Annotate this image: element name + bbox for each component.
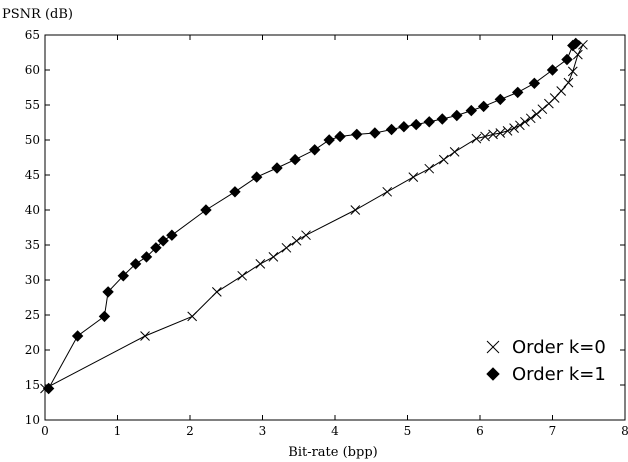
order-k0-point <box>268 252 279 262</box>
order-k1-point <box>117 270 130 282</box>
order-k0-point <box>509 123 519 133</box>
order-k1-point <box>451 109 463 122</box>
order-k0-point <box>255 259 266 269</box>
order-k0-point <box>531 109 542 119</box>
order-k0-point <box>495 128 506 138</box>
x-tick-label: 7 <box>549 424 557 438</box>
y-tick-label: 45 <box>25 168 40 182</box>
y-tick-label: 20 <box>25 343 40 357</box>
order-k1-point <box>42 382 55 395</box>
order-k0-point <box>350 205 361 215</box>
order-k0-point <box>520 116 530 127</box>
order-k1-point <box>229 186 241 198</box>
order-k1-point <box>546 64 559 76</box>
order-k0-point <box>480 131 490 142</box>
order-k1-point <box>511 86 524 99</box>
order-k0-point <box>140 331 150 341</box>
order-k1-point <box>200 204 212 216</box>
order-k1-point <box>369 127 381 139</box>
legend-marker-order-k0 <box>486 340 500 354</box>
order-k0-point <box>237 270 248 281</box>
legend-label-order-k0: Order k=0 <box>512 337 606 358</box>
order-k0-point <box>187 311 198 322</box>
order-k1-point <box>98 310 111 323</box>
order-k1-point <box>465 104 478 117</box>
order-k1-point <box>140 251 153 263</box>
order-k0-point <box>291 235 302 246</box>
order-k1-point <box>385 123 398 136</box>
order-k1-point <box>423 116 435 128</box>
x-axis-title: Bit-rate (bpp) <box>288 445 377 460</box>
legend-marker-order-k1 <box>486 367 500 381</box>
order-k1-point <box>477 100 490 113</box>
order-k0-point <box>408 172 419 182</box>
order-k1-point <box>351 128 363 141</box>
order-k0-point <box>424 163 435 174</box>
order-k1-point <box>494 93 507 106</box>
order-k1-point <box>569 37 582 50</box>
x-tick-label: 8 <box>621 424 628 438</box>
order-k1-point <box>250 171 263 183</box>
x-tick-label: 5 <box>404 424 412 438</box>
order-k1-point <box>308 144 321 156</box>
order-k0-point <box>537 104 548 115</box>
order-k1-point <box>289 153 301 166</box>
order-k1-point <box>528 77 541 90</box>
order-k0-point <box>525 113 536 124</box>
y-tick-label: 60 <box>25 63 40 77</box>
order-k1-point <box>166 229 178 241</box>
order-k1-point <box>561 53 573 66</box>
y-tick-label: 50 <box>25 133 40 147</box>
order-k1-point <box>271 162 283 174</box>
order-k0-point <box>556 86 567 96</box>
y-tick-label: 40 <box>25 203 40 217</box>
x-tick-label: 6 <box>476 424 484 438</box>
y-tick-label: 35 <box>25 238 40 252</box>
order-k0-point <box>449 147 460 157</box>
order-k1-point <box>323 134 335 146</box>
order-k0-point <box>438 154 449 165</box>
order-k0-point <box>573 49 583 60</box>
order-k0-point <box>567 66 578 77</box>
order-k0-point <box>301 230 311 241</box>
y-axis-title: PSNR (dB) <box>2 7 73 22</box>
order-k0-point <box>211 287 222 297</box>
order-k1-point <box>398 120 410 133</box>
order-k0-point <box>471 133 482 144</box>
order-k1-point <box>157 235 169 247</box>
order-k0-point <box>382 186 393 197</box>
x-tick-label: 3 <box>259 424 267 438</box>
x-tick-label: 1 <box>114 424 122 438</box>
order-k1-point <box>334 130 346 143</box>
x-tick-label: 0 <box>41 424 49 438</box>
y-tick-label: 30 <box>25 273 40 287</box>
x-tick-label: 4 <box>331 424 339 438</box>
y-tick-label: 15 <box>25 378 40 392</box>
legend-label-order-k1: Order k=1 <box>512 364 606 385</box>
order-k0-point <box>281 242 292 253</box>
order-k0-point <box>563 77 574 88</box>
plot-frame <box>44 34 626 421</box>
order-k0-point <box>502 126 513 136</box>
y-tick-label: 25 <box>25 308 40 322</box>
y-tick-label: 10 <box>25 413 40 427</box>
order-k1-point <box>102 286 114 298</box>
order-k0-point <box>515 120 525 131</box>
y-tick-label: 55 <box>25 98 40 112</box>
order-k1-point <box>150 242 162 254</box>
order-k1-point <box>436 113 449 125</box>
y-tick-label: 65 <box>25 28 40 42</box>
series-line-order-k1 <box>48 42 576 389</box>
order-k1-point <box>129 258 142 270</box>
order-k0-point <box>578 39 588 50</box>
order-k1-point <box>410 118 422 131</box>
order-k1-point <box>71 330 84 342</box>
x-tick-label: 2 <box>186 424 194 438</box>
